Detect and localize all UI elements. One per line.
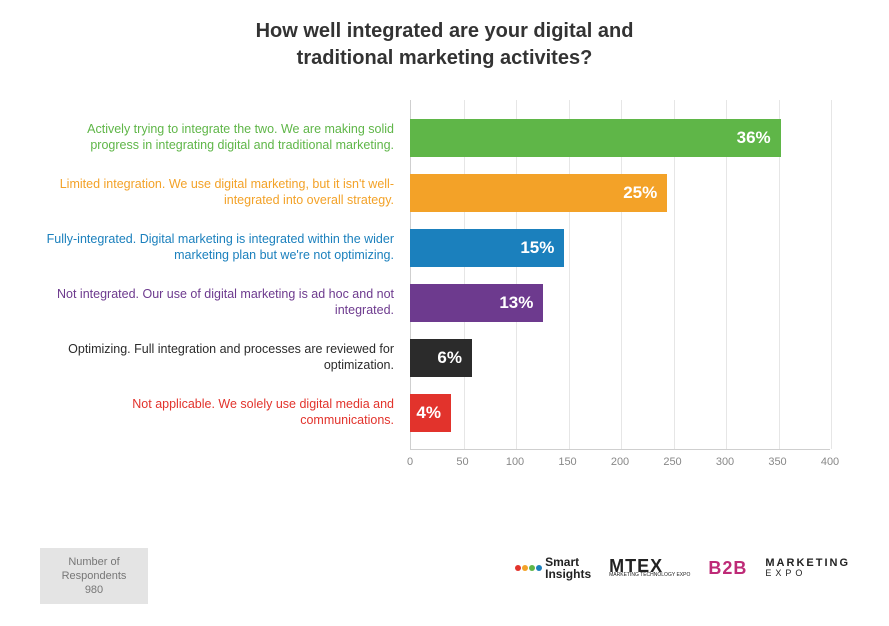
respondents-label-2: Respondents [40, 570, 148, 582]
chart-title: How well integrated are your digital and… [0, 0, 889, 72]
x-tick-label: 250 [663, 456, 681, 468]
bar-row: Optimizing. Full integration and process… [40, 330, 850, 385]
category-label: Limited integration. We use digital mark… [40, 176, 400, 210]
bar-percent-label: 36% [737, 128, 771, 148]
logo-strip: Smart Insights MTEX MARKETING TECHNOLOGY… [515, 556, 850, 580]
bar: 6% [410, 339, 472, 377]
bar-percent-label: 6% [437, 348, 462, 368]
x-tick-label: 50 [456, 456, 468, 468]
x-tick-label: 300 [716, 456, 734, 468]
chart-title-line1: How well integrated are your digital and [0, 18, 889, 45]
bar: 15% [410, 229, 564, 267]
category-label: Actively trying to integrate the two. We… [40, 121, 400, 155]
x-tick-label: 100 [506, 456, 524, 468]
x-tick-label: 150 [558, 456, 576, 468]
x-tick-label: 200 [611, 456, 629, 468]
respondents-value: 980 [40, 584, 148, 596]
b2b-logo: B2B [708, 558, 747, 579]
x-tick-label: 350 [768, 456, 786, 468]
category-label: Fully-integrated. Digital marketing is i… [40, 231, 400, 265]
bar-percent-label: 13% [499, 293, 533, 313]
bar-percent-label: 15% [520, 238, 554, 258]
smart-insights-logo: Smart Insights [515, 556, 591, 580]
chart-title-line2: traditional marketing activites? [0, 45, 889, 72]
bar: 25% [410, 174, 667, 212]
bar-row: Not applicable. We solely use digital me… [40, 385, 850, 440]
category-label: Not applicable. We solely use digital me… [40, 396, 400, 430]
x-tick-label: 0 [407, 456, 413, 468]
x-tick-label: 400 [821, 456, 839, 468]
marketing-expo-logo: MARKETING EXPO [765, 559, 850, 577]
mtex-logo: MTEX MARKETING TECHNOLOGY EXPO [609, 559, 690, 577]
bar: 36% [410, 119, 781, 157]
footer: Number of Respondents 980 Smart Insights… [40, 548, 850, 608]
bar-row: Not integrated. Our use of digital marke… [40, 275, 850, 330]
bar-row: Actively trying to integrate the two. We… [40, 110, 850, 165]
bar-row: Fully-integrated. Digital marketing is i… [40, 220, 850, 275]
respondents-label-1: Number of [40, 556, 148, 568]
bar: 4% [410, 394, 451, 432]
bar-percent-label: 4% [416, 403, 441, 423]
bar: 13% [410, 284, 543, 322]
respondents-box: Number of Respondents 980 [40, 548, 148, 604]
chart-area: Actively trying to integrate the two. We… [40, 100, 850, 520]
category-label: Optimizing. Full integration and process… [40, 341, 400, 375]
bar-percent-label: 25% [623, 183, 657, 203]
category-label: Not integrated. Our use of digital marke… [40, 286, 400, 320]
smart-insights-dots-icon [515, 565, 542, 571]
bar-row: Limited integration. We use digital mark… [40, 165, 850, 220]
